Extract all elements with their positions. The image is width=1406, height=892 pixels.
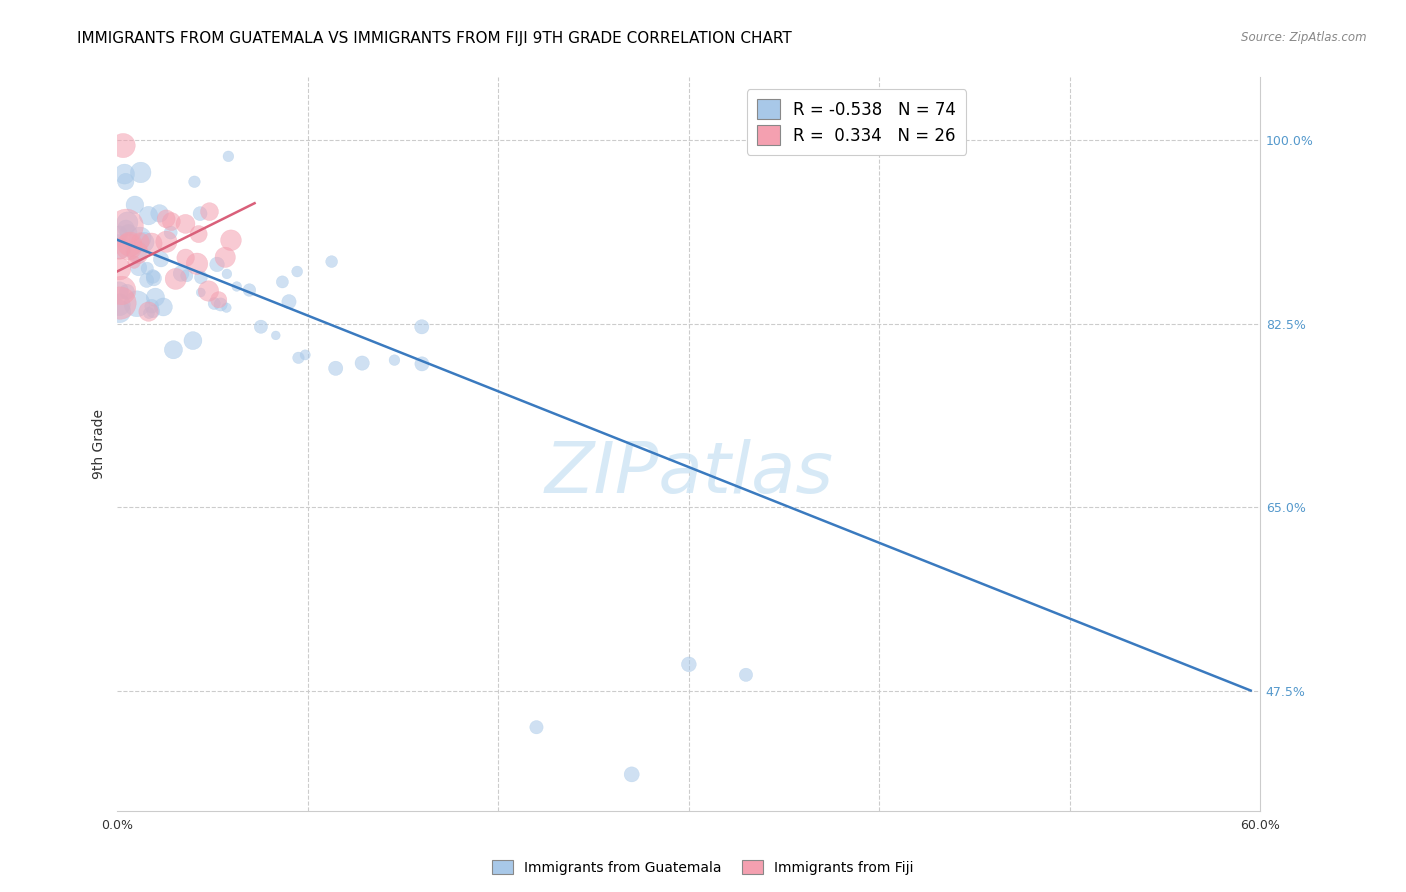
Point — [127, 246, 149, 260]
Point — [108, 296, 131, 310]
Point — [118, 237, 141, 252]
Point — [205, 257, 228, 271]
Point — [125, 244, 148, 258]
Point — [181, 334, 204, 348]
Point — [165, 272, 187, 286]
Point — [142, 271, 165, 285]
Point — [285, 264, 308, 278]
Point — [136, 261, 159, 276]
Point — [122, 255, 145, 269]
Point — [215, 301, 238, 315]
Point — [142, 304, 165, 318]
Point — [411, 357, 433, 371]
Point — [162, 343, 184, 357]
Point — [112, 138, 135, 153]
Point — [159, 226, 181, 240]
Text: Source: ZipAtlas.com: Source: ZipAtlas.com — [1241, 31, 1367, 45]
Point — [187, 227, 209, 241]
Point — [124, 198, 146, 212]
Point — [219, 233, 242, 247]
Point — [114, 174, 136, 188]
Point — [108, 284, 131, 298]
Point — [128, 260, 150, 275]
Point — [183, 175, 205, 189]
Point — [155, 235, 177, 249]
Point — [526, 720, 548, 734]
Point — [174, 251, 197, 265]
Point — [250, 319, 273, 334]
Point — [174, 217, 197, 231]
Point — [170, 267, 193, 281]
Point — [735, 668, 758, 682]
Point — [129, 235, 152, 249]
Point — [138, 304, 160, 318]
Point — [160, 214, 183, 228]
Point — [214, 250, 236, 264]
Point — [197, 284, 219, 298]
Point — [384, 353, 406, 368]
Point — [198, 204, 221, 219]
Point — [141, 236, 163, 251]
Point — [108, 298, 131, 312]
Point — [202, 296, 225, 310]
Point — [148, 206, 170, 220]
Text: IMMIGRANTS FROM GUATEMALA VS IMMIGRANTS FROM FIJI 9TH GRADE CORRELATION CHART: IMMIGRANTS FROM GUATEMALA VS IMMIGRANTS … — [77, 31, 792, 46]
Point — [620, 767, 643, 781]
Point — [287, 351, 309, 365]
Point — [145, 290, 167, 304]
Point — [115, 285, 138, 299]
Y-axis label: 9th Grade: 9th Grade — [93, 409, 107, 479]
Point — [117, 226, 139, 240]
Text: ZIPatlas: ZIPatlas — [544, 439, 834, 508]
Point — [271, 275, 294, 289]
Point — [225, 279, 247, 293]
Point — [190, 270, 212, 285]
Point — [115, 221, 138, 235]
Point — [134, 235, 156, 250]
Point — [129, 165, 152, 179]
Point — [678, 657, 700, 672]
Point — [135, 273, 157, 287]
Point — [294, 348, 316, 362]
Point — [217, 149, 239, 163]
Point — [325, 361, 347, 376]
Point — [155, 211, 177, 226]
Point — [238, 283, 260, 297]
Legend: R = -0.538   N = 74, R =  0.334   N = 26: R = -0.538 N = 74, R = 0.334 N = 26 — [747, 89, 966, 154]
Point — [117, 215, 139, 229]
Point — [411, 319, 433, 334]
Point — [186, 257, 208, 271]
Point — [138, 306, 160, 320]
Point — [108, 240, 131, 254]
Point — [215, 267, 238, 281]
Point — [108, 227, 131, 241]
Point — [142, 269, 165, 284]
Point — [114, 167, 136, 181]
Point — [110, 284, 132, 298]
Point — [352, 356, 374, 370]
Point — [176, 268, 198, 283]
Point — [108, 304, 131, 318]
Point — [138, 209, 160, 223]
Point — [188, 206, 211, 220]
Point — [118, 240, 141, 254]
Point — [208, 293, 231, 307]
Point — [125, 297, 148, 311]
Point — [129, 231, 152, 245]
Point — [108, 262, 131, 277]
Point — [278, 294, 301, 309]
Legend: Immigrants from Guatemala, Immigrants from Fiji: Immigrants from Guatemala, Immigrants fr… — [486, 855, 920, 880]
Point — [321, 254, 343, 268]
Point — [209, 297, 232, 311]
Point — [150, 252, 173, 267]
Point — [190, 285, 212, 300]
Point — [108, 242, 131, 256]
Point — [152, 300, 174, 314]
Point — [141, 299, 163, 313]
Point — [264, 328, 287, 343]
Point — [115, 219, 138, 233]
